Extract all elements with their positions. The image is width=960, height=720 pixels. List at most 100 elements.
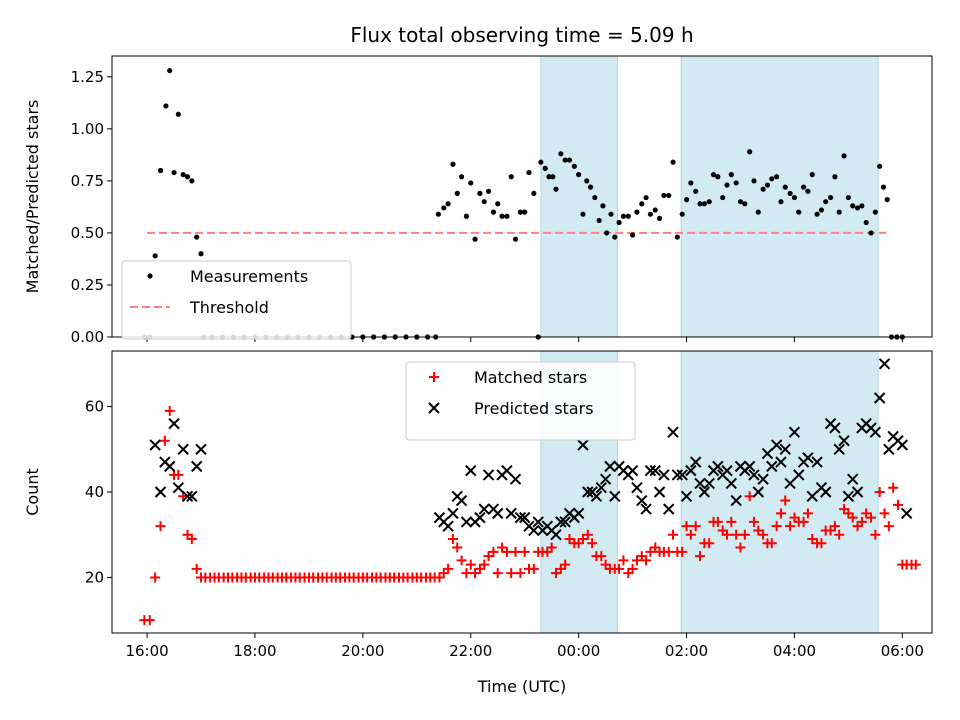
point-ratio-dot-93 xyxy=(683,197,690,203)
point-counts-x-68 xyxy=(690,456,702,468)
point-ratio-dot-3 xyxy=(157,167,164,174)
point-ratio-dot-71 xyxy=(587,184,594,190)
point-counts-plus-111 xyxy=(641,555,652,566)
point-counts-plus-71 xyxy=(461,568,472,579)
point-ratio-dot-9 xyxy=(184,174,191,180)
point-counts-x-104 xyxy=(851,486,864,498)
point-counts-x-14 xyxy=(447,507,459,520)
point-ratio-dot-137 xyxy=(880,184,887,190)
point-ratio-dot-62 xyxy=(550,174,556,180)
point-counts-x-46 xyxy=(590,490,603,502)
point-ratio-dot-104 xyxy=(733,180,739,186)
point-counts-plus-99 xyxy=(587,538,598,549)
counts-legend-label-0: Matched stars xyxy=(474,368,587,387)
point-counts-plus-147 xyxy=(802,508,813,519)
point-counts-x-27 xyxy=(505,507,517,520)
point-counts-plus-119 xyxy=(677,546,688,557)
point-ratio-dot-92 xyxy=(679,211,685,217)
point-counts-x-69 xyxy=(694,477,706,490)
point-counts-x-1 xyxy=(154,486,167,498)
point-counts-x-99 xyxy=(829,422,841,434)
point-ratio-dot-134 xyxy=(868,230,874,236)
point-counts-x-47 xyxy=(595,482,608,494)
point-ratio-dot-102 xyxy=(724,182,730,188)
point-counts-plus-141 xyxy=(775,508,786,519)
point-counts-x-90 xyxy=(788,426,801,438)
point-counts-x-30 xyxy=(518,511,531,524)
counts-y-axis-label: Count xyxy=(23,468,42,516)
point-counts-x-94 xyxy=(806,490,818,502)
ratio-y-tick-label-5: 1.25 xyxy=(71,68,104,86)
point-counts-plus-161 xyxy=(866,512,877,523)
point-ratio-dot-64 xyxy=(558,151,564,157)
point-counts-plus-2 xyxy=(150,572,161,583)
point-counts-plus-80 xyxy=(501,546,512,557)
point-counts-x-66 xyxy=(680,490,693,502)
point-counts-plus-137 xyxy=(758,529,769,540)
point-ratio-dot-135 xyxy=(872,209,878,215)
point-ratio-dot-125 xyxy=(827,194,834,201)
ratio-y-tick-label-2: 0.50 xyxy=(71,224,104,242)
point-counts-x-63 xyxy=(667,426,679,438)
observing-interval-2 xyxy=(680,350,879,634)
x-tick-label-0: 16:00 xyxy=(125,642,168,660)
point-counts-plus-81 xyxy=(506,568,517,579)
point-counts-x-64 xyxy=(671,469,684,481)
point-counts-x-95 xyxy=(811,456,823,468)
point-ratio-dot-127 xyxy=(836,209,842,215)
point-ratio-dot-7 xyxy=(175,111,181,117)
point-ratio-dot-131 xyxy=(854,205,861,211)
counts-panel: 20 40 60 16:00 18:00 20:00 22:00 00:00 02:00 04:0… xyxy=(23,350,933,660)
point-counts-x-13 xyxy=(442,520,454,532)
point-ratio-dot-90 xyxy=(670,159,676,165)
point-counts-x-80 xyxy=(743,460,756,473)
point-counts-x-55 xyxy=(631,482,643,494)
point-counts-plus-125 xyxy=(704,538,715,549)
point-counts-plus-123 xyxy=(695,551,706,562)
point-counts-x-0 xyxy=(149,439,161,451)
point-ratio-dot-10 xyxy=(189,178,195,184)
point-counts-x-65 xyxy=(676,469,688,481)
point-ratio-dot-99 xyxy=(710,172,717,178)
point-counts-plus-83 xyxy=(515,568,526,579)
ratio-legend: Measurements Threshold xyxy=(121,260,352,340)
series-matched-stars xyxy=(139,405,921,626)
point-ratio-dot-63 xyxy=(553,186,559,192)
point-ratio-dot-47 xyxy=(485,188,492,194)
point-ratio-dot-94 xyxy=(688,180,694,186)
point-ratio-dot-86 xyxy=(652,207,658,213)
point-counts-plus-116 xyxy=(663,546,674,557)
point-ratio-dot-79 xyxy=(620,213,627,219)
point-counts-x-22 xyxy=(482,469,495,481)
point-ratio-dot-77 xyxy=(612,234,618,240)
point-ratio-dot-83 xyxy=(639,201,645,207)
counts-y-tick-label-2: 60 xyxy=(85,398,104,416)
point-counts-x-33 xyxy=(532,516,544,528)
point-ratio-dot-61 xyxy=(546,174,552,180)
point-counts-x-61 xyxy=(658,469,670,481)
point-ratio-dot-130 xyxy=(850,203,856,209)
x-axis-label: Time (UTC) xyxy=(477,677,566,696)
point-counts-plus-3 xyxy=(155,521,166,532)
point-counts-plus-130 xyxy=(726,516,737,527)
point-counts-x-18 xyxy=(465,464,477,477)
point-ratio-dot-136 xyxy=(877,163,883,169)
point-ratio-dot-36 xyxy=(435,211,441,217)
x-tick-label-4: 00:00 xyxy=(557,642,600,660)
point-ratio-dot-114 xyxy=(778,199,784,205)
point-counts-x-84 xyxy=(761,447,774,460)
point-ratio-dot-108 xyxy=(751,178,757,184)
point-ratio-dot-138 xyxy=(884,197,890,203)
point-counts-x-6 xyxy=(177,443,189,455)
point-ratio-dot-8 xyxy=(180,172,186,178)
point-ratio-dot-113 xyxy=(774,174,780,180)
point-counts-plus-72 xyxy=(465,559,476,570)
ratio-y-tick-label-3: 0.75 xyxy=(71,172,104,190)
point-ratio-dot-59 xyxy=(538,159,544,165)
point-counts-plus-1 xyxy=(144,615,155,626)
counts-legend-swatch-0 xyxy=(429,372,439,382)
point-counts-x-43 xyxy=(577,439,589,451)
x-tick-label-6: 04:00 xyxy=(773,642,816,660)
point-counts-plus-98 xyxy=(582,529,593,540)
